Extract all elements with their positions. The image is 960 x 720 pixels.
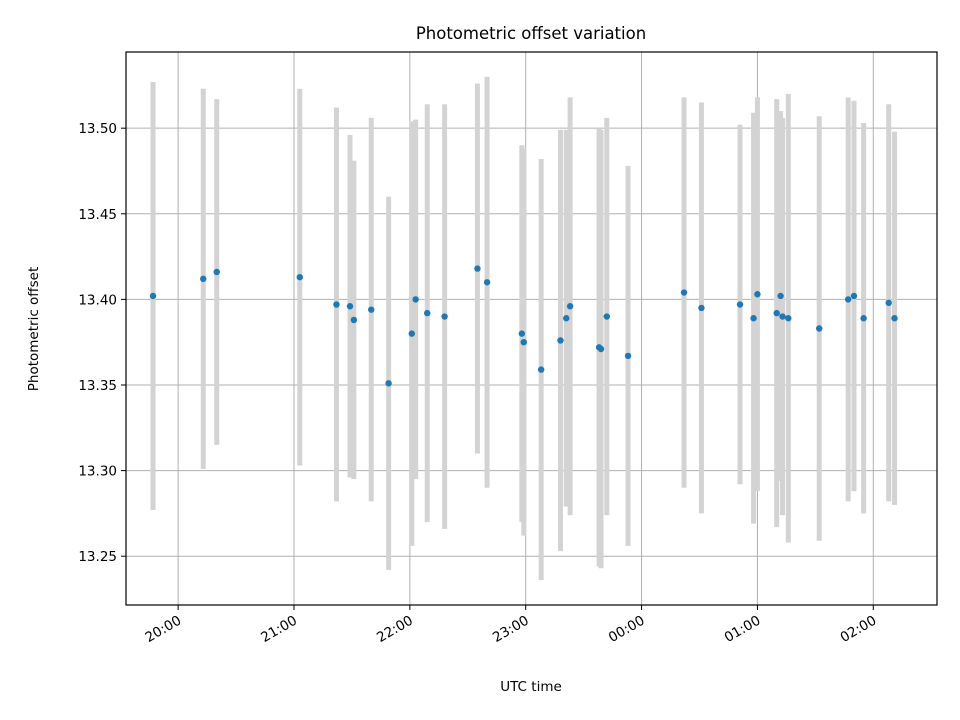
data-point (350, 316, 358, 324)
data-point (680, 289, 688, 296)
y-tick-label: 13.40 (78, 292, 117, 308)
error-bars (150, 76, 898, 581)
data-point (213, 268, 220, 276)
data-point (557, 337, 564, 344)
data-point (441, 313, 448, 320)
data-point (537, 366, 545, 373)
data-point (891, 315, 898, 322)
data-point (750, 315, 757, 322)
data-point (777, 292, 784, 300)
y-axis-label: Photometric offset (26, 267, 42, 391)
x-tick-label: 02:00 (838, 613, 880, 646)
x-tick-label: 00:00 (606, 613, 648, 646)
y-tick-label: 13.35 (78, 378, 117, 394)
y-tick-label: 13.45 (78, 207, 117, 223)
chart-title: Photometric offset variation (416, 24, 646, 43)
x-tick-label: 22:00 (374, 613, 416, 646)
x-tick-label: 23:00 (490, 613, 532, 646)
data-point (773, 309, 780, 317)
x-tick-label: 01:00 (722, 613, 764, 646)
grid (126, 52, 937, 605)
data-point (785, 315, 792, 322)
data-point (518, 330, 526, 337)
data-point (779, 313, 786, 320)
data-point (754, 291, 761, 298)
data-point (698, 304, 705, 312)
data-point (520, 338, 527, 346)
data-point (850, 292, 858, 300)
data-point (296, 273, 303, 281)
data-point (624, 352, 632, 360)
data-point (149, 292, 157, 300)
data-point (563, 315, 570, 322)
data-point (736, 301, 744, 308)
x-axis-ticks: 20:00 21:00 22:00 23:00 00:00 01:00 02:00 (142, 605, 879, 646)
data-point (412, 296, 419, 303)
x-tick-label: 20:00 (142, 613, 184, 646)
y-tick-label: 13.50 (78, 121, 117, 137)
data-point (424, 309, 431, 317)
plot-frame (125, 51, 938, 606)
data-point (368, 306, 375, 313)
data-point (483, 279, 491, 286)
data-point (346, 303, 354, 310)
data-point (603, 313, 611, 320)
data-point (816, 325, 823, 332)
data-point (333, 301, 340, 308)
x-tick-label: 21:00 (258, 613, 300, 646)
data-point (385, 380, 392, 387)
data-points (149, 265, 898, 387)
data-point (885, 299, 892, 307)
data-point (566, 303, 574, 310)
data-point (597, 345, 605, 353)
data-point (860, 315, 867, 322)
x-axis-label: UTC time (500, 679, 562, 695)
data-point (474, 265, 481, 272)
y-tick-label: 13.25 (78, 549, 117, 565)
data-point (408, 330, 415, 337)
data-point (844, 296, 852, 303)
y-tick-label: 13.30 (78, 464, 117, 480)
y-axis-ticks: 13.25 13.30 13.35 13.40 13.45 13.50 (78, 121, 126, 565)
data-point (200, 275, 207, 283)
